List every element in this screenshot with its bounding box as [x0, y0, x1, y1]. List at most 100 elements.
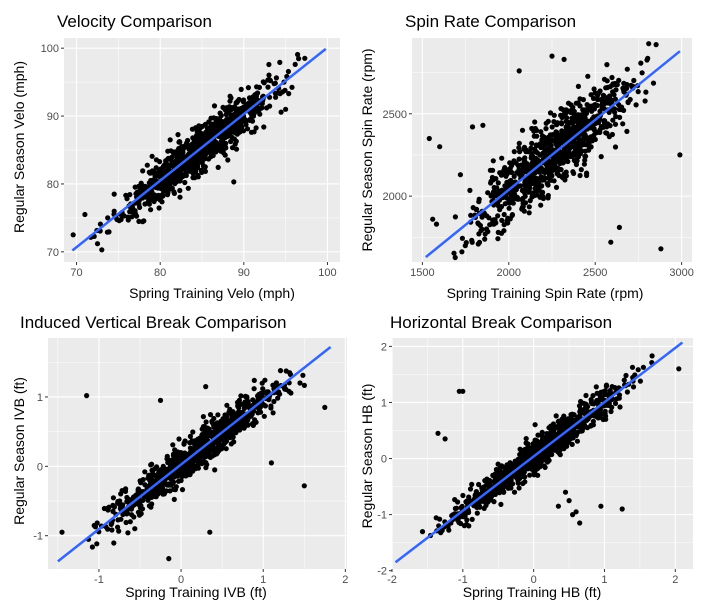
scatter-point	[607, 96, 613, 102]
scatter-point	[525, 441, 531, 447]
scatter-point	[602, 388, 608, 394]
scatter-point	[595, 92, 601, 98]
outlier-point	[532, 119, 538, 125]
scatter-point	[433, 221, 440, 227]
scatter-point	[625, 99, 631, 106]
scatter-point	[127, 192, 133, 198]
scatter-point	[223, 438, 230, 444]
scatter-point	[137, 505, 143, 511]
scatter-point	[210, 121, 216, 127]
scatter-point	[140, 219, 146, 225]
scatter-point	[452, 254, 458, 261]
scatter-point	[488, 180, 494, 186]
scatter-point	[119, 488, 125, 494]
scatter-point	[509, 193, 515, 199]
scatter-point	[255, 395, 261, 401]
scatter-point	[264, 105, 270, 111]
scatter-point	[202, 156, 208, 162]
scatter-point	[610, 117, 616, 123]
plot-area	[391, 338, 693, 572]
scatter-point	[228, 107, 234, 113]
scatter-point	[545, 195, 551, 201]
scatter-point	[588, 134, 594, 140]
scatter-point	[228, 441, 234, 447]
scatter-point	[522, 155, 528, 161]
scatter-point	[235, 109, 241, 116]
x-axis-label: Spring Training Spin Rate (rpm)	[447, 285, 644, 301]
scatter-point	[598, 154, 604, 160]
scatter-point	[166, 174, 172, 181]
scatter-point	[607, 123, 613, 129]
scatter-point	[546, 425, 552, 431]
scatter-point	[211, 415, 217, 422]
scatter-point	[575, 150, 581, 157]
y-tick-label: 70	[47, 247, 59, 259]
scatter-point	[579, 123, 585, 129]
scatter-point	[526, 210, 532, 216]
scatter-point	[646, 41, 652, 47]
scatter-point	[519, 127, 526, 133]
scatter-point	[584, 102, 590, 108]
scatter-point	[613, 113, 619, 120]
scatter-point	[531, 128, 537, 134]
scatter-point	[487, 222, 493, 228]
scatter-point	[591, 86, 597, 92]
scatter-point	[499, 217, 505, 223]
scatter-point	[603, 416, 609, 422]
scatter-point	[115, 517, 121, 523]
scatter-point	[522, 193, 528, 199]
scatter-point	[522, 474, 528, 480]
scatter-point	[566, 435, 572, 441]
outlier-point	[658, 246, 664, 252]
scatter-point	[582, 111, 588, 117]
scatter-point	[198, 167, 204, 173]
scatter-point	[182, 450, 188, 456]
scatter-point	[639, 70, 645, 76]
scatter-point	[245, 85, 251, 91]
scatter-point	[266, 72, 272, 78]
chart-title: Velocity Comparison	[57, 12, 212, 31]
scatter-point	[603, 85, 609, 91]
scatter-point	[516, 140, 522, 146]
scatter-point	[542, 452, 548, 458]
scatter-point	[544, 165, 550, 171]
scatter-point	[485, 229, 491, 235]
scatter-point	[493, 193, 499, 199]
scatter-point	[585, 73, 591, 79]
scatter-point	[554, 122, 560, 128]
scatter-point	[110, 508, 116, 514]
scatter-point	[451, 250, 457, 256]
scatter-point	[184, 165, 190, 171]
scatter-point	[94, 541, 100, 547]
scatter-point	[547, 138, 553, 144]
scatter-point	[228, 410, 234, 417]
scatter-point	[531, 442, 537, 448]
scatter-point	[583, 141, 590, 147]
outlier-point	[203, 384, 209, 390]
scatter-point	[135, 490, 141, 496]
outlier-point	[426, 135, 432, 142]
scatter-point	[125, 217, 131, 223]
scatter-point	[522, 479, 528, 485]
scatter-point	[235, 122, 241, 128]
scatter-point	[212, 467, 218, 473]
scatter-point	[609, 74, 615, 81]
scatter-point	[511, 489, 518, 495]
scatter-point	[514, 474, 520, 480]
chart-title: Horizontal Break Comparison	[390, 313, 612, 332]
scatter-point	[541, 169, 547, 175]
scatter-point	[635, 89, 641, 95]
scatter-point	[241, 419, 247, 425]
scatter-point	[649, 353, 655, 359]
scatter-point	[578, 428, 584, 434]
scatter-point	[581, 137, 587, 143]
scatter-point	[495, 213, 501, 219]
scatter-point	[612, 80, 618, 87]
outlier-point	[211, 103, 218, 109]
outlier-point	[231, 179, 237, 185]
scatter-point	[593, 384, 599, 390]
scatter-point	[568, 430, 574, 436]
scatter-point	[517, 149, 523, 155]
scatter-point	[577, 172, 583, 179]
scatter-point	[511, 149, 517, 155]
